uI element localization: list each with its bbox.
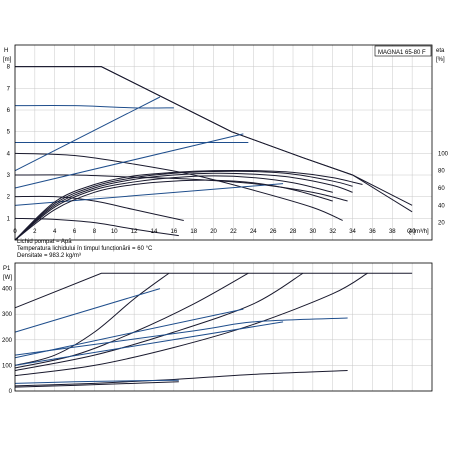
top-y-tick: 8 — [7, 65, 11, 71]
x-tick: 6 — [73, 229, 77, 235]
bottom-grid — [14, 263, 432, 392]
top-series-eta-15 — [14, 169, 363, 241]
bottom-series-p1-8 — [14, 379, 179, 384]
x-tick: 18 — [190, 229, 197, 235]
x-tick: 32 — [329, 229, 336, 235]
x-tick: 2 — [33, 229, 37, 235]
p1-tick: 200 — [2, 338, 13, 344]
top-y-tick: 6 — [7, 108, 11, 114]
p1-tick: 0 — [9, 389, 13, 395]
power-chart: 0 100 200 300 400 P1 [W] — [2, 262, 433, 395]
x-label: Q [m³/h] — [407, 229, 429, 235]
top-series — [14, 66, 413, 241]
eta-unit: [%] — [436, 57, 445, 63]
x-tick: 30 — [310, 229, 317, 235]
note-density: Densitate = 983.2 kg/m³ — [17, 253, 81, 259]
bottom-series-p1-6 — [14, 381, 179, 388]
top-y-tick: 1 — [7, 216, 11, 222]
top-series-control-9 — [14, 133, 244, 189]
x-tick: 38 — [389, 229, 396, 235]
y-unit: [m] — [3, 57, 12, 63]
eta-tick: 40 — [438, 203, 445, 209]
bottom-ticks: 0 100 200 300 400 — [2, 287, 13, 395]
x-tick: 34 — [349, 229, 356, 235]
bottom-series-control-10 — [14, 308, 244, 359]
top-y-tick: 3 — [7, 173, 11, 179]
top-x-ticks: 0 2 4 6 8 10 12 14 16 18 20 22 24 26 28 30 32 34 36 38 40 — [13, 229, 416, 235]
x-tick: 8 — [93, 229, 97, 235]
top-series-control-10 — [14, 183, 284, 206]
top-frame — [14, 44, 433, 241]
top-y-tick: 2 — [7, 195, 11, 201]
top-series-head-2 — [14, 105, 174, 109]
top-grid — [14, 45, 432, 240]
bottom-series — [14, 272, 413, 388]
p1-tick: 300 — [2, 312, 13, 318]
top-y-tick: 7 — [7, 86, 11, 92]
x-tick: 14 — [151, 229, 158, 235]
note-temperature: Temperatura lichidului în timpul funcțio… — [17, 246, 153, 252]
bottom-series-p1-1 — [14, 272, 170, 366]
x-tick: 36 — [369, 229, 376, 235]
bottom-series-p1-5 — [14, 370, 348, 387]
x-tick: 22 — [230, 229, 237, 235]
note-fluid: Lichid pompat = Apă — [17, 239, 72, 245]
top-series-head-4 — [14, 152, 343, 221]
top-ticks: 1 2 3 4 5 6 7 8 — [7, 65, 11, 223]
x-tick: 10 — [111, 229, 118, 235]
x-tick: 28 — [290, 229, 297, 235]
bottom-series-p1-4 — [14, 272, 368, 377]
p1-unit: [W] — [3, 275, 12, 281]
bottom-series-p1-0 — [14, 272, 413, 309]
x-tick: 4 — [53, 229, 57, 235]
top-series-eta-12 — [14, 175, 333, 241]
x-tick: 20 — [210, 229, 217, 235]
y-label: H — [4, 48, 8, 54]
top-series-eta-14 — [14, 170, 353, 241]
top-series-head-6 — [14, 195, 184, 221]
x-tick: 40 — [409, 229, 416, 235]
x-tick: 24 — [250, 229, 257, 235]
x-tick: 16 — [171, 229, 178, 235]
top-y-tick: 5 — [7, 130, 11, 136]
p1-label: P1 — [3, 266, 11, 272]
eta-tick: 80 — [438, 169, 445, 175]
top-series-eta-11 — [14, 179, 333, 241]
eta-tick: 100 — [438, 151, 449, 157]
bottom-frame — [14, 262, 433, 392]
bottom-series-control-11 — [14, 321, 284, 366]
x-tick: 12 — [131, 229, 138, 235]
eta-tick: 20 — [438, 221, 445, 227]
p1-tick: 400 — [2, 287, 13, 293]
p1-tick: 100 — [2, 363, 13, 369]
top-series-head-5 — [14, 174, 348, 202]
top-series-control-8 — [14, 96, 161, 172]
top-y-tick: 4 — [7, 151, 11, 157]
eta-label: eta — [436, 48, 445, 54]
eta-tick: 60 — [438, 186, 445, 192]
title-box — [374, 45, 432, 57]
bottom-series-p1-3 — [14, 272, 304, 372]
chart-title: MAGNA1 65-80 F — [378, 50, 426, 56]
top-eta-ticks: 20 40 60 80 100 — [438, 151, 449, 226]
top-series-head-1 — [15, 66, 413, 213]
bottom-series-p1-7 — [14, 317, 348, 356]
x-tick: 26 — [270, 229, 277, 235]
top-series-eta-13 — [14, 172, 353, 241]
bottom-series-control-9 — [14, 288, 161, 333]
